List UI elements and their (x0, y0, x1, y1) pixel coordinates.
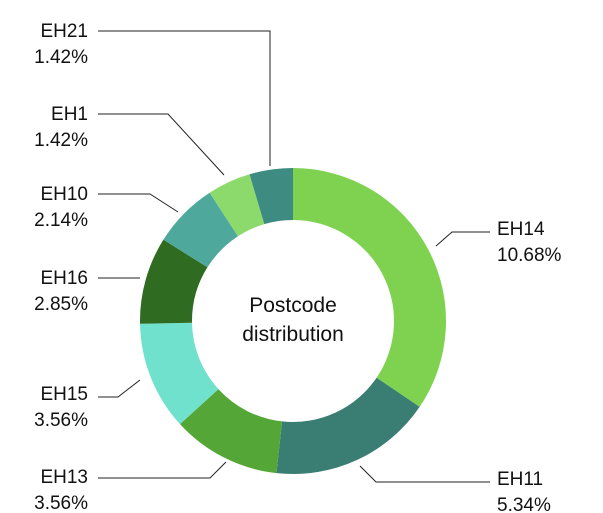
slice-label: EH15 (40, 384, 88, 405)
leader-line (98, 30, 271, 166)
slice-value: 10.68% (497, 245, 562, 266)
leader-line (359, 465, 490, 483)
slice-value: 1.42% (34, 47, 88, 68)
slice-label: EH11 (497, 469, 543, 490)
slice-label: EH21 (40, 21, 88, 42)
slice-label: EH14 (497, 219, 545, 240)
slice-value: 3.56% (34, 410, 88, 431)
donut-slice (180, 389, 283, 474)
donut-slice (163, 192, 238, 268)
leader-line (98, 193, 179, 213)
slice-label: EH16 (40, 268, 88, 289)
slice-value: 2.14% (34, 210, 88, 231)
donut-slice (276, 377, 420, 475)
leader-line (98, 113, 225, 176)
leader-line (435, 231, 490, 247)
donut-slice (140, 322, 219, 425)
donut-slice (140, 239, 208, 324)
slice-value: 3.56% (34, 493, 88, 513)
slice-label: EH13 (40, 467, 88, 488)
donut-slice (293, 168, 446, 407)
donut-slice (209, 174, 265, 237)
slice-value: 5.34% (497, 495, 551, 513)
leader-line (98, 379, 141, 398)
chart-title: Postcode distribution (242, 294, 344, 346)
slice-value: 2.85% (34, 294, 88, 315)
slice-label: EH10 (40, 184, 88, 205)
donut-slice (249, 168, 293, 225)
slice-label: EH1 (51, 104, 88, 125)
slice-value: 1.42% (34, 130, 88, 151)
leader-line (98, 461, 227, 479)
